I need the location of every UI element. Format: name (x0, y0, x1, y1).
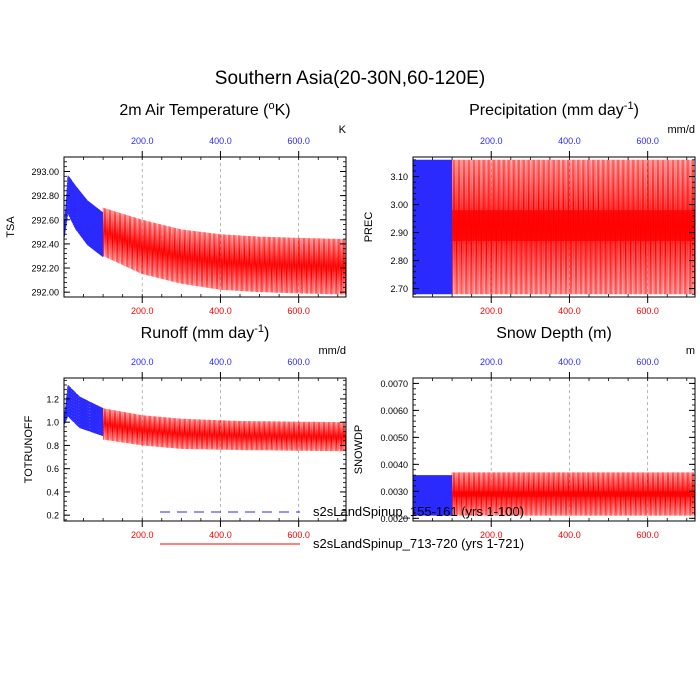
x-top-tick-label: 600.0 (287, 136, 310, 146)
x-top-tick-label: 400.0 (558, 357, 581, 367)
y-tick-label: 292.40 (31, 239, 59, 249)
series-band-blue (413, 494, 453, 500)
panel-snowdp: Snow Depth (m) m SNOWDP 0.0020 0.0030 0.0040 0… (353, 325, 696, 540)
panel-tsa: 2m Air Temperature (oK) K TSA 292.00 292.20 2… (5, 100, 347, 316)
y-tick-label: 2.70 (390, 284, 408, 294)
panel-title-superscript: -1 (254, 323, 264, 335)
y-axis-label: TSA (5, 216, 17, 238)
plot-frame (412, 377, 696, 522)
panels: 2m Air Temperature (oK) K TSA 292.00 292.20 2… (5, 100, 696, 540)
series-line-red (102, 207, 346, 295)
x-bottom-tick-label: 600.0 (287, 306, 310, 316)
y-tick-label: 293.00 (31, 167, 59, 177)
x-bottom-tick-label: 600.0 (636, 530, 659, 540)
y-tick-label: 292.80 (31, 191, 59, 201)
x-bottom-tick-label: 600.0 (636, 306, 659, 316)
plot-frame (63, 377, 347, 522)
y-tick-label: 0.0040 (380, 460, 408, 470)
panel-title-text: Precipitation (mm day (469, 102, 624, 119)
series-line-blue (64, 385, 104, 437)
x-bottom-tick-label: 200.0 (131, 306, 154, 316)
panel-title-tail: ) (264, 325, 269, 342)
x-top-tick-label: 200.0 (480, 136, 503, 146)
y-tick-label: 0.6 (46, 464, 59, 474)
y-axis-label: SNOWDP (353, 425, 365, 475)
units-label: mm/d (319, 345, 347, 357)
plot-frame (63, 156, 347, 298)
y-tick-label: 0.0060 (380, 406, 408, 416)
x-top-tick-label: 200.0 (131, 136, 154, 146)
x-top-tick-label: 400.0 (558, 136, 581, 146)
y-tick-label: 1.2 (46, 394, 59, 404)
panel-totrunoff: Runoff (mm day-1) mm/d TOTRUNOFF 0.2 0.4 0.6 0… (23, 323, 347, 540)
y-tick-label: 0.0020 (380, 514, 408, 524)
y-axis-label: PREC (363, 212, 375, 243)
x-top-tick-label: 600.0 (287, 357, 310, 367)
y-tick-label: 3.10 (390, 172, 408, 182)
figure-title: Southern Asia(20-30N,60-120E) (215, 68, 485, 89)
units-label: mm/d (668, 124, 696, 136)
y-tick-label: 1.0 (46, 418, 59, 428)
x-top-tick-label: 600.0 (636, 136, 659, 146)
x-bottom-tick-label: 400.0 (558, 306, 581, 316)
x-top-tick-label: 200.0 (480, 357, 503, 367)
panel-title-text: Snow Depth (m) (496, 325, 612, 342)
series-line-blue (413, 475, 453, 516)
x-top-tick-label: 600.0 (636, 357, 659, 367)
panel-title: 2m Air Temperature (oK) (119, 100, 290, 119)
panel-title-tail: K) (275, 102, 291, 119)
series-line-red (451, 472, 695, 516)
legend-label: s2sLandSpinup_155-161 (yrs 1-100) (313, 504, 524, 519)
panel-title: Snow Depth (m) (496, 325, 612, 342)
y-tick-label: 0.2 (46, 511, 59, 521)
x-bottom-tick-label: 600.0 (287, 530, 310, 540)
plot-area (64, 175, 346, 295)
x-top-tick-label: 400.0 (209, 357, 232, 367)
y-tick-label: 292.00 (31, 288, 59, 298)
plot-area (413, 159, 695, 295)
y-tick-label: 2.80 (390, 256, 408, 266)
y-tick-label: 0.8 (46, 441, 59, 451)
panel-title-text: 2m Air Temperature ( (119, 102, 269, 119)
y-tick-label: 292.20 (31, 264, 59, 274)
y-tick-label: 0.0070 (380, 379, 408, 389)
x-bottom-tick-label: 400.0 (209, 530, 232, 540)
panel-title: Runoff (mm day-1) (141, 323, 270, 342)
y-tick-label: 2.90 (390, 228, 408, 238)
y-tick-label: 3.00 (390, 200, 408, 210)
x-bottom-tick-label: 200.0 (131, 530, 154, 540)
series-line-red (451, 159, 695, 295)
series-line-red (102, 408, 346, 452)
series-line-blue (64, 175, 104, 258)
x-bottom-tick-label: 400.0 (209, 306, 232, 316)
panel-title-superscript: o (268, 100, 274, 112)
plot-area (413, 472, 695, 516)
y-tick-label: 292.60 (31, 215, 59, 225)
panel-title-tail: ) (634, 102, 639, 119)
y-axis-label: TOTRUNOFF (23, 415, 35, 483)
series-band-red (452, 491, 695, 497)
legend-label: s2sLandSpinup_713-720 (yrs 1-721) (313, 536, 524, 551)
panel-title: Precipitation (mm day-1) (469, 100, 639, 119)
series-band-red (452, 210, 695, 241)
panel-title-superscript: -1 (624, 100, 634, 112)
series-band-blue (413, 210, 453, 241)
panel-prec: Precipitation (mm day-1) mm/d PREC 2.70 2.80… (363, 100, 696, 316)
panel-title-text: Runoff (mm day (141, 325, 255, 342)
x-bottom-tick-label: 400.0 (558, 530, 581, 540)
x-bottom-tick-label: 200.0 (480, 306, 503, 316)
y-tick-label: 0.0050 (380, 433, 408, 443)
plot-area (64, 385, 346, 452)
legend: s2sLandSpinup_155-161 (yrs 1-100) s2sLand… (160, 504, 524, 551)
x-bottom-tick-label: 200.0 (480, 530, 503, 540)
units-label: K (339, 124, 347, 136)
y-tick-label: 0.4 (46, 487, 59, 497)
units-label: m (686, 345, 695, 357)
x-top-tick-label: 400.0 (209, 136, 232, 146)
x-top-tick-label: 200.0 (131, 357, 154, 367)
y-tick-label: 0.0030 (380, 487, 408, 497)
